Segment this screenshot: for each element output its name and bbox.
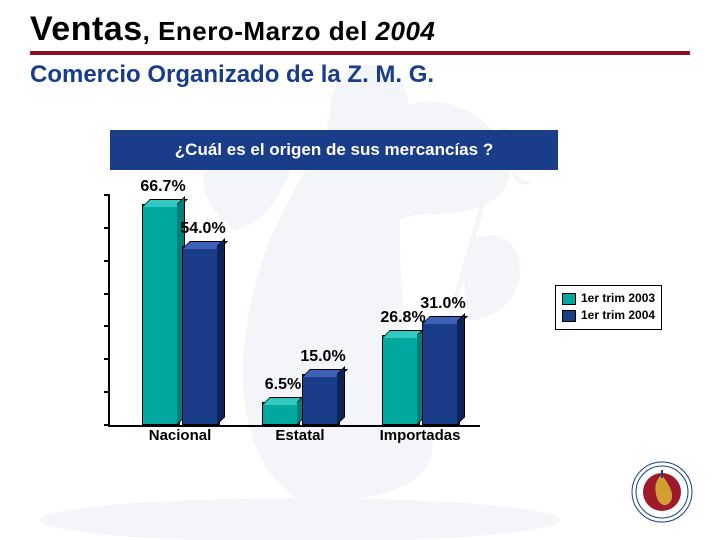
bar-label: 66.7% bbox=[103, 178, 223, 196]
bar-importadas-s1 bbox=[422, 323, 458, 425]
category-label: Estatal bbox=[240, 427, 360, 444]
origin-chart: 66.7%54.0%Nacional6.5%15.0%Estatal26.8%3… bbox=[90, 175, 530, 465]
bar-label: 54.0% bbox=[143, 220, 263, 238]
bar-label: 15.0% bbox=[263, 348, 383, 366]
bar-nacional-s0 bbox=[142, 206, 178, 425]
chart-plot-area: 66.7%54.0%Nacional6.5%15.0%Estatal26.8%3… bbox=[108, 195, 480, 427]
bar-importadas-s0 bbox=[382, 337, 418, 425]
question-box: ¿Cuál es el origen de sus mercancías ? bbox=[110, 130, 558, 170]
camara-comercio-logo-icon bbox=[628, 458, 696, 526]
category-label: Importadas bbox=[360, 427, 480, 444]
legend-label: 1er trim 2003 bbox=[581, 290, 655, 307]
title-part2: , Enero-Marzo del bbox=[143, 16, 376, 46]
bar-nacional-s1 bbox=[182, 248, 218, 425]
legend-row: 1er trim 2003 bbox=[562, 290, 655, 307]
legend-swatch-icon bbox=[562, 310, 576, 322]
title-part1: Ventas bbox=[30, 10, 143, 48]
legend: 1er trim 20031er trim 2004 bbox=[555, 285, 662, 330]
category-label: Nacional bbox=[120, 427, 240, 444]
legend-row: 1er trim 2004 bbox=[562, 307, 655, 324]
subtitle: Comercio Organizado de la Z. M. G. bbox=[30, 61, 690, 89]
bar-estatal-s0 bbox=[262, 404, 298, 425]
title-underline bbox=[30, 51, 690, 55]
title-part3: 2004 bbox=[376, 16, 436, 46]
bar-estatal-s1 bbox=[302, 376, 338, 425]
page-title: Ventas, Enero-Marzo del 2004 bbox=[30, 10, 690, 49]
legend-swatch-icon bbox=[562, 293, 576, 305]
header: Ventas, Enero-Marzo del 2004 Comercio Or… bbox=[30, 10, 690, 89]
legend-label: 1er trim 2004 bbox=[581, 307, 655, 324]
bar-label: 31.0% bbox=[383, 295, 503, 313]
